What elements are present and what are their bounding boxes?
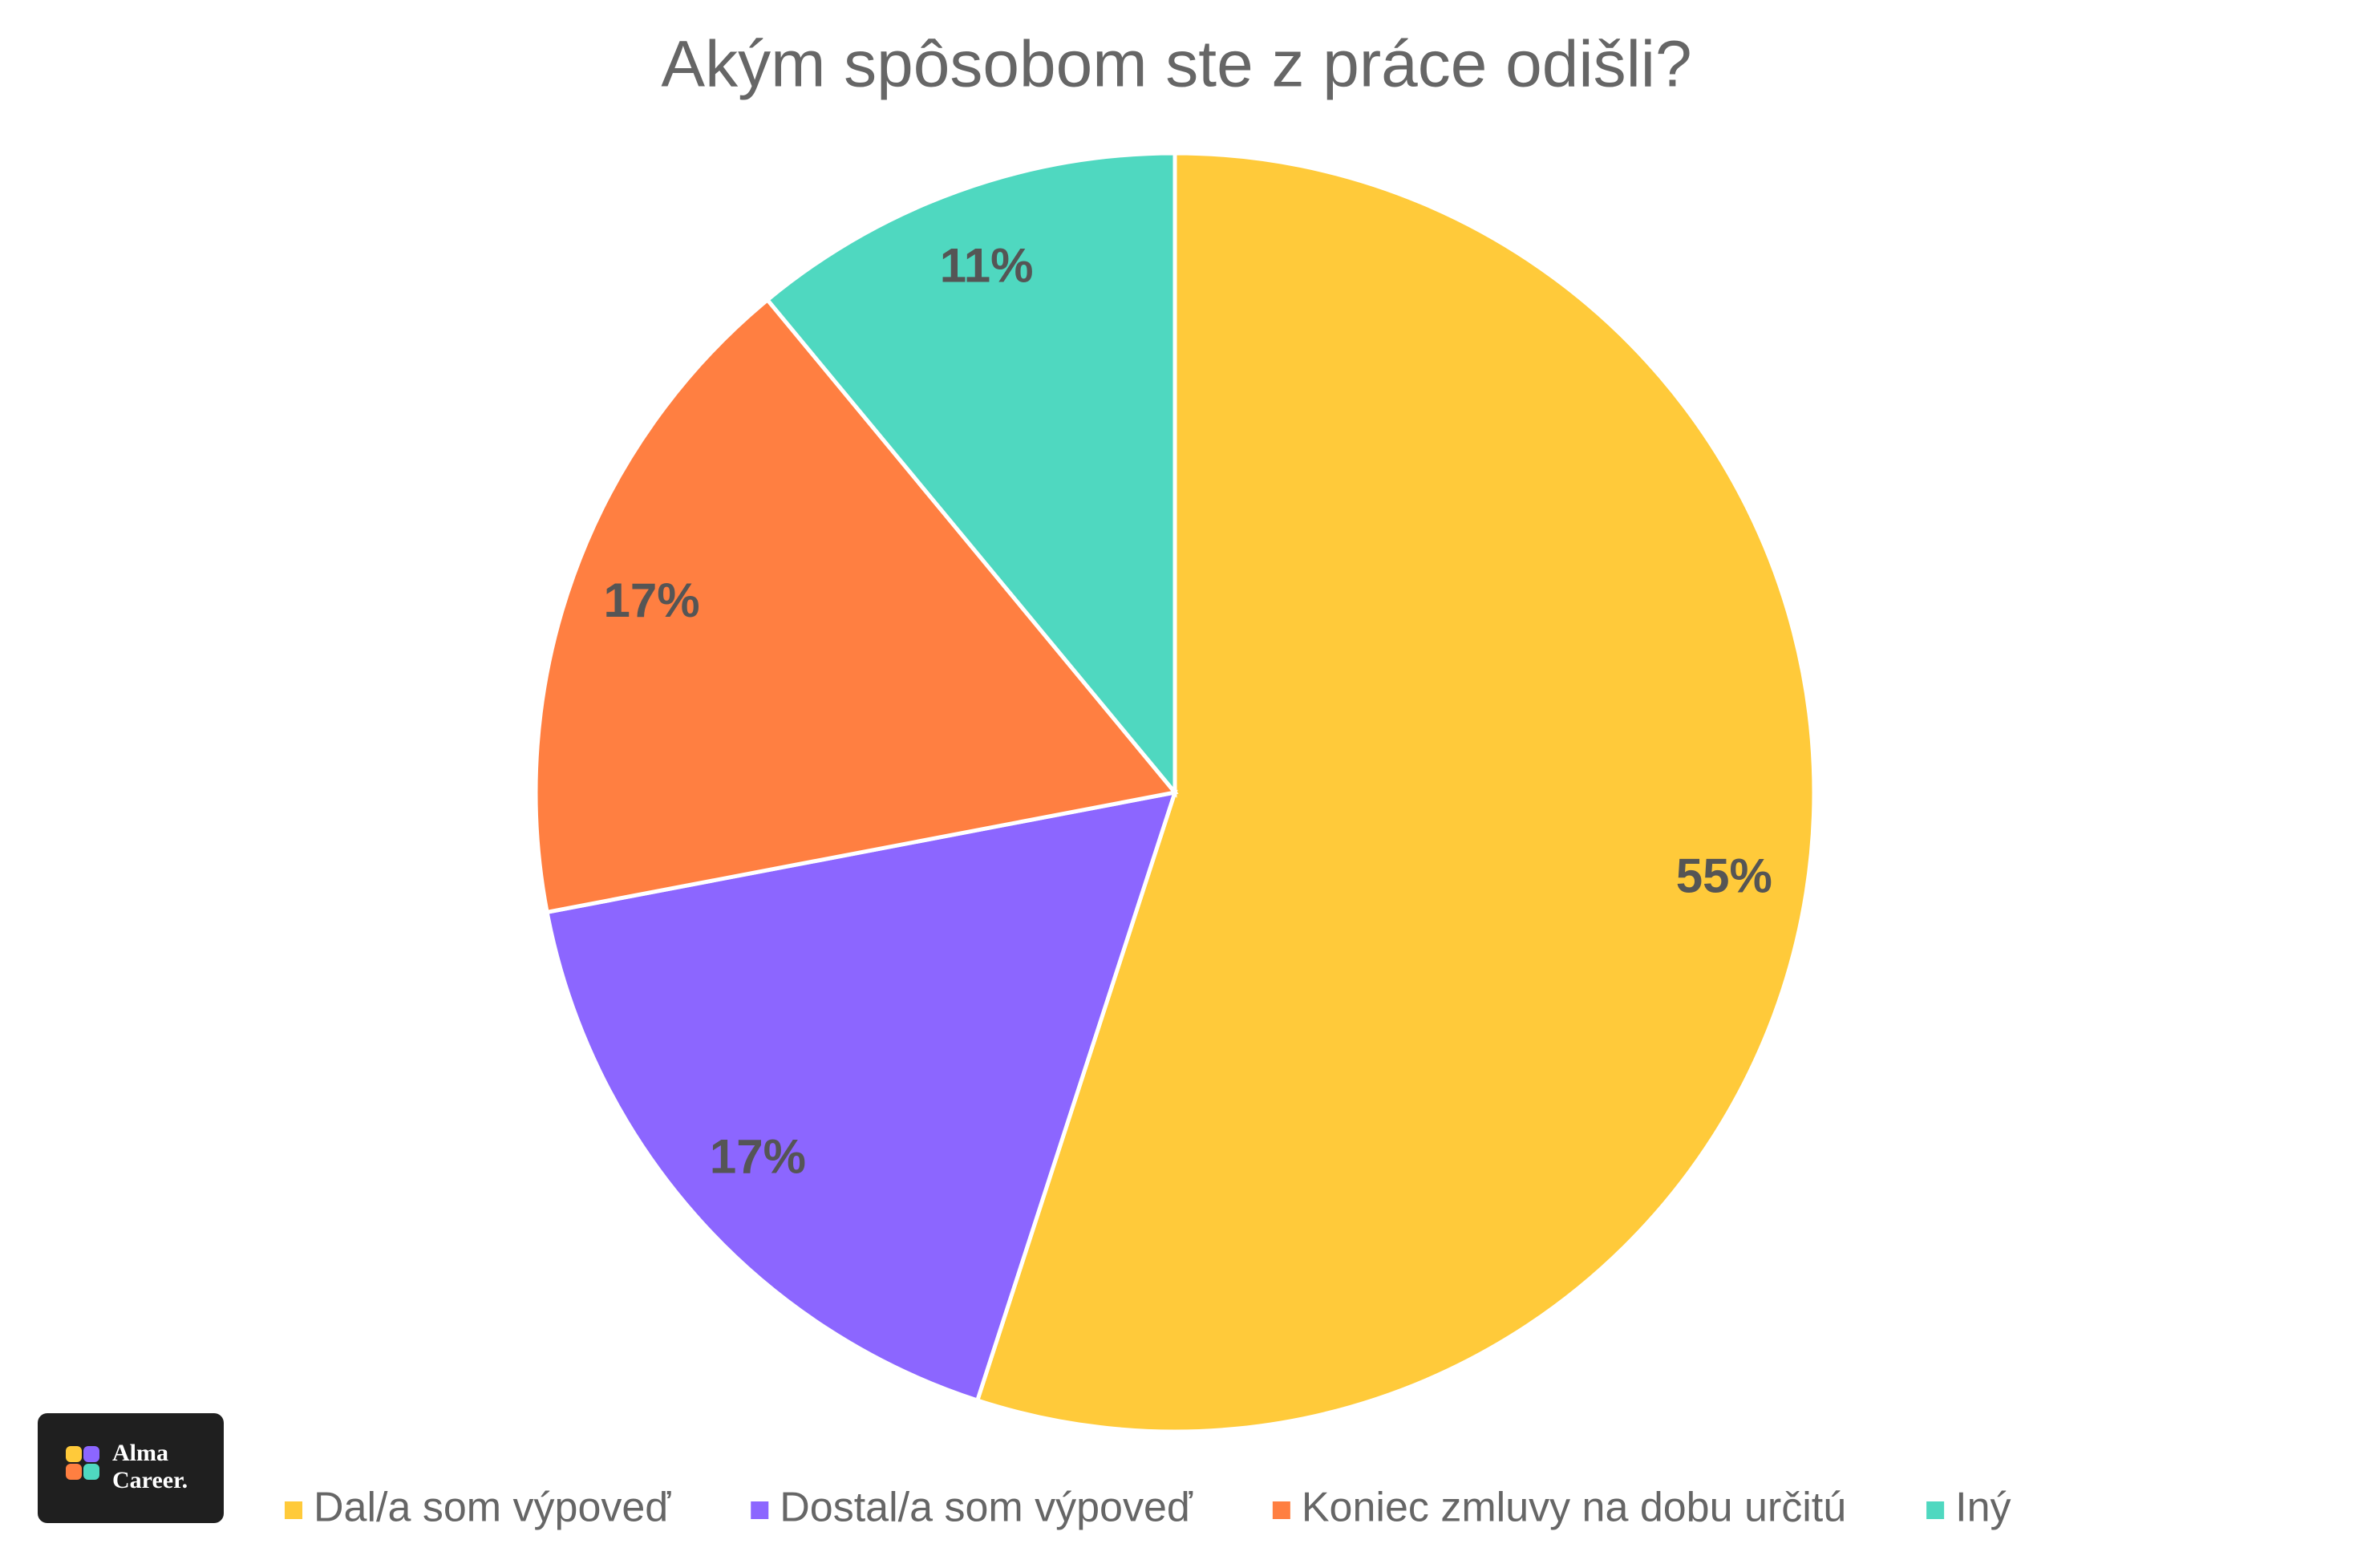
legend-swatch [1926, 1501, 1945, 1519]
logo-icon [66, 1446, 82, 1462]
logo-text: Career. [112, 1467, 188, 1493]
logo-text: Alma [112, 1440, 168, 1466]
data-label: 17% [604, 573, 700, 627]
logo-icon [83, 1464, 99, 1480]
logo: Alma Career. [38, 1413, 224, 1523]
legend-swatch [1272, 1501, 1290, 1519]
logo-box [38, 1413, 224, 1523]
pie-slice [545, 789, 1178, 1404]
data-label: 11% [940, 238, 1034, 292]
data-label: 17% [710, 1129, 806, 1183]
legend-swatch [285, 1501, 302, 1519]
pie-slice [533, 297, 1179, 915]
legend-swatch [751, 1501, 769, 1519]
pie-slice [974, 151, 1816, 1434]
logo-icon [83, 1446, 99, 1462]
legend-label: Dostal/a som výpoveď [780, 1485, 1193, 1531]
legend-label: Koniec zmluvy na dobu určitú [1302, 1485, 1846, 1531]
legend-label: Iný [1955, 1485, 2011, 1531]
chart-title: Akým spôsobom ste z práce odišli? [661, 28, 1691, 101]
pie-slice [764, 151, 1177, 798]
data-label: 55% [1676, 849, 1772, 902]
logo-icon [66, 1464, 82, 1480]
legend-label: Dal/a som výpoveď [314, 1485, 671, 1531]
